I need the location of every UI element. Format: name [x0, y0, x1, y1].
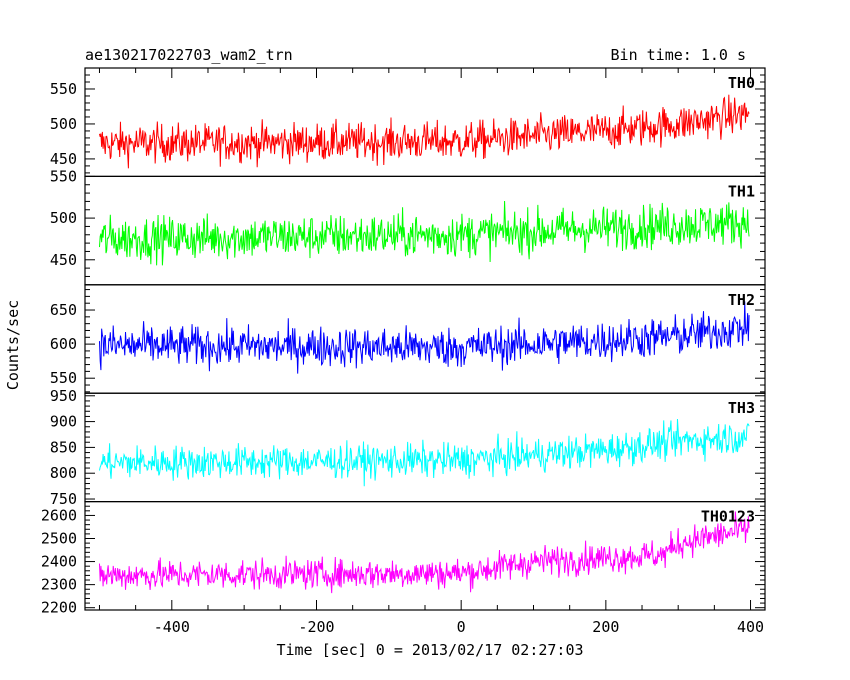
y-tick-label: 550	[50, 167, 77, 185]
y-tick-label: 500	[50, 209, 77, 227]
y-tick-label: 500	[50, 115, 77, 133]
panel-name-label: TH3	[728, 399, 755, 417]
series-line-th0	[98, 94, 750, 169]
y-tick-label: 950	[50, 387, 77, 405]
y-tick-label: 600	[50, 335, 77, 353]
y-tick-label: 450	[50, 251, 77, 269]
x-tick-label: -400	[154, 618, 190, 636]
series-line-th3	[98, 419, 750, 487]
chart-title: ae130217022703_wam2_trn	[85, 46, 293, 64]
panel-th0: 450 500 550 TH0	[50, 67, 766, 178]
x-tick-label: 200	[592, 618, 619, 636]
panel-name-label: TH1	[728, 182, 755, 200]
panel-th1: 450 500 550 TH1	[50, 167, 766, 286]
y-tick-label: 850	[50, 438, 77, 456]
series-line-th2	[98, 301, 750, 374]
x-tick-label: 0	[457, 618, 466, 636]
x-axis-label: Time [sec] 0 = 2013/02/17 02:27:03	[276, 641, 583, 659]
x-tick-label: 400	[737, 618, 764, 636]
panel-frame	[84, 392, 766, 503]
y-tick-label: 2200	[41, 599, 77, 617]
y-tick-label: 2400	[41, 553, 77, 571]
y-tick-label: 550	[50, 80, 77, 98]
panel-frame	[84, 67, 766, 178]
panel-frame	[84, 501, 766, 611]
panel-th0123: 2200 2300 2400 2500 2600 TH0123	[41, 501, 766, 617]
panel-frame	[84, 175, 766, 286]
y-tick-label: 550	[50, 369, 77, 387]
y-tick-label: 750	[50, 490, 77, 508]
bin-time-label: Bin time: 1.0 s	[611, 46, 746, 64]
panel-name-label: TH2	[728, 291, 755, 309]
panel-th2: 550 600 650 TH2	[50, 284, 766, 394]
y-tick-label: 2600	[41, 506, 77, 524]
y-tick-label: 650	[50, 301, 77, 319]
y-tick-label: 900	[50, 413, 77, 431]
y-tick-label: 450	[50, 150, 77, 168]
panel-name-label: TH0123	[701, 508, 755, 526]
series-line-th0123	[98, 511, 750, 594]
y-axis-label: Counts/sec	[4, 300, 22, 390]
y-tick-label: 800	[50, 464, 77, 482]
y-tick-label: 2500	[41, 530, 77, 548]
x-axis: -400 -200 0 200 400	[98, 68, 764, 636]
x-tick-label: -200	[298, 618, 334, 636]
series-line-th1	[98, 201, 750, 266]
panels-group: 450 500 550 TH0 450 500 550 TH1 550 600 650 TH2 750 8…	[41, 67, 766, 617]
y-tick-label: 2300	[41, 576, 77, 594]
panel-th3: 750 800 850 900 950 TH3	[50, 387, 766, 508]
panel-name-label: TH0	[728, 74, 755, 92]
